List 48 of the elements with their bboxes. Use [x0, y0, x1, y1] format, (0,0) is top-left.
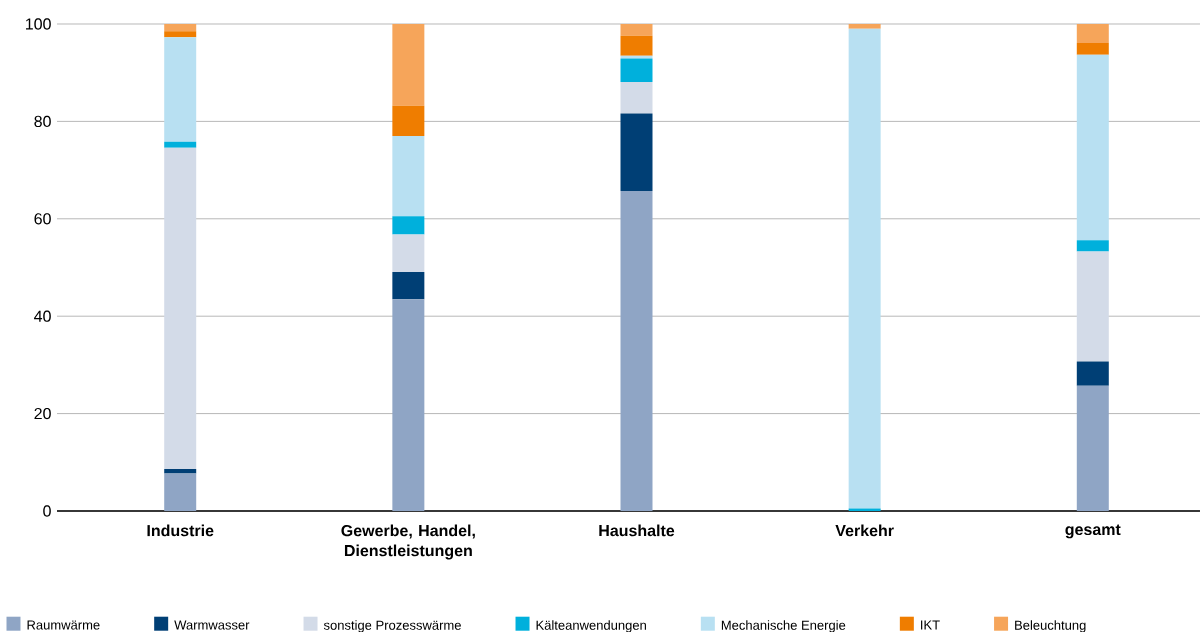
legend-label: Mechanische Energie	[721, 620, 846, 632]
bar	[164, 141, 197, 148]
bar	[1076, 240, 1109, 252]
x-tick-label: Haushalte	[599, 524, 675, 537]
bar	[392, 24, 425, 106]
bar	[164, 147, 197, 470]
y-tick-label: 40	[34, 310, 51, 322]
bar	[620, 113, 653, 192]
bar	[1076, 54, 1109, 241]
legend-label: Beleuchtung	[1015, 620, 1086, 632]
bar	[620, 191, 653, 511]
bar	[392, 271, 425, 300]
bar	[1076, 361, 1109, 386]
bar	[164, 37, 197, 142]
bar	[848, 24, 881, 29]
y-tick-label: 0	[43, 505, 51, 517]
x-tick-label: gesamt	[1065, 524, 1121, 539]
bar	[620, 24, 653, 36]
legend-label: sonstige Prozesswärme	[323, 620, 461, 632]
bar	[848, 28, 881, 509]
bar	[392, 105, 425, 136]
y-tick-label: 60	[34, 213, 51, 225]
bar	[620, 81, 653, 114]
bar	[620, 58, 653, 82]
y-tick-label: 100	[26, 18, 51, 30]
bar	[620, 55, 653, 59]
bar	[1076, 42, 1109, 55]
legend-label: Kälteanwendungen	[536, 620, 646, 632]
bar	[392, 234, 425, 272]
bar	[392, 216, 425, 235]
bar	[164, 24, 197, 32]
y-tick-label: 80	[34, 115, 51, 128]
bar	[1076, 24, 1109, 43]
bar	[164, 473, 197, 511]
bar	[164, 31, 197, 38]
legend-label: Warmwasser	[174, 620, 250, 630]
bar	[164, 469, 197, 474]
x-tick-label: Verkehr	[835, 524, 894, 537]
bar	[392, 299, 425, 511]
y-tick-label: 20	[34, 407, 51, 420]
legend-label: Raumwärme	[27, 620, 100, 630]
legend-label: IKT	[921, 620, 940, 630]
bar	[620, 35, 653, 56]
x-tick-label: Industrie	[147, 524, 214, 537]
bar	[1076, 251, 1109, 362]
bar	[1076, 385, 1109, 511]
bar	[392, 136, 425, 217]
x-tick-label: Gewerbe, Handel, Dienstleistungen	[341, 524, 475, 560]
